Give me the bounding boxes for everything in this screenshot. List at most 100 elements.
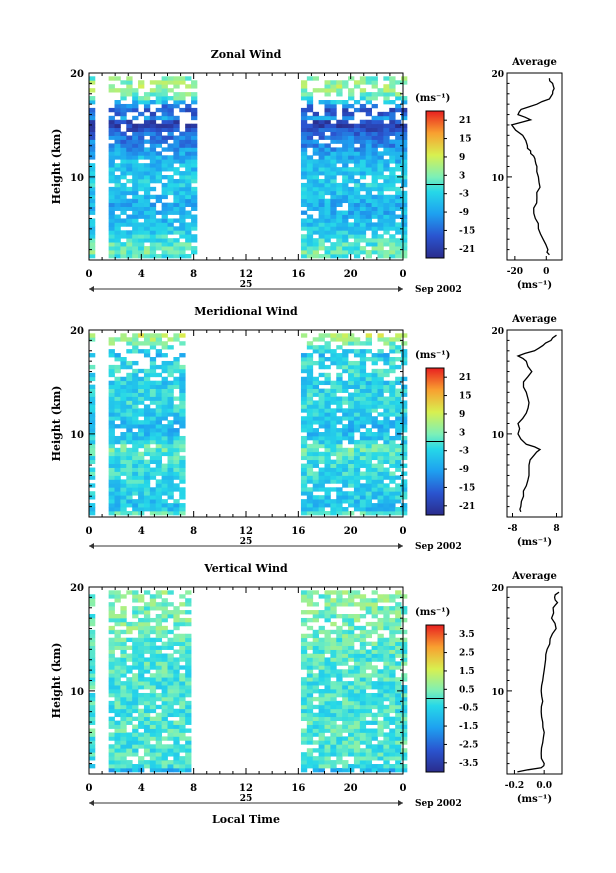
heatmap-cell	[143, 119, 151, 125]
heatmap-cell	[89, 744, 96, 749]
heatmap-cell	[161, 471, 168, 476]
heatmap-cell	[132, 510, 139, 516]
heatmap-cell	[312, 653, 320, 658]
heatmap-cell	[383, 677, 390, 682]
heatmap-cell	[324, 712, 331, 718]
heatmap-cell	[185, 178, 192, 184]
heatmap-cell	[108, 84, 115, 89]
heatmap-cell	[89, 115, 96, 121]
heatmap-cell	[126, 412, 133, 417]
heatmap-cell	[143, 732, 151, 737]
heatmap-cell	[342, 186, 349, 192]
heatmap-cell	[359, 357, 367, 362]
heatmap-cell	[173, 443, 180, 449]
heatmap-cell	[155, 692, 163, 698]
heatmap-cell	[371, 700, 378, 706]
heatmap-cell	[377, 594, 384, 599]
heatmap-cell	[312, 420, 320, 425]
heatmap-cell	[120, 171, 127, 176]
heatmap-cell	[365, 135, 372, 140]
heatmap-cell	[324, 447, 331, 453]
heatmap-cell	[155, 337, 163, 342]
heatmap-cell	[365, 222, 372, 227]
heatmap-cell	[330, 155, 337, 160]
heatmap-cell	[306, 182, 314, 188]
heatmap-cell	[389, 84, 396, 89]
heatmap-cell	[114, 163, 121, 168]
heatmap-cell	[143, 384, 151, 389]
heatmap-cell	[324, 685, 331, 690]
heatmap-cell	[330, 451, 337, 457]
heatmap-cell	[179, 246, 186, 251]
heatmap-cell	[401, 349, 408, 354]
heatmap-cell	[149, 88, 157, 93]
heatmap-cell	[138, 708, 145, 714]
heatmap-cell	[138, 736, 145, 741]
heatmap-cell	[401, 206, 408, 211]
heatmap-cell	[401, 507, 408, 512]
heatmap-cell	[126, 364, 133, 370]
heatmap-cell	[395, 424, 402, 429]
date-arrow-left	[89, 286, 94, 292]
heatmap-cell	[353, 467, 361, 472]
heatmap-cell	[173, 119, 180, 125]
heatmap-cell	[300, 151, 308, 156]
heatmap-cell	[312, 230, 320, 235]
heatmap-cell	[371, 242, 378, 247]
x-tick-label: 16	[291, 783, 305, 794]
heatmap-cell	[161, 681, 168, 686]
heatmap-cell	[108, 400, 115, 405]
heatmap-cell	[353, 724, 361, 729]
heatmap-cell	[330, 732, 337, 737]
heatmap-cell	[389, 510, 396, 516]
heatmap-cell	[342, 147, 349, 152]
heatmap-cell	[336, 345, 343, 350]
heatmap-cell	[342, 495, 349, 500]
heatmap-cell	[371, 756, 378, 761]
heatmap-cell	[108, 590, 115, 595]
heatmap-cell	[324, 218, 331, 223]
heatmap-cell	[143, 175, 151, 180]
heatmap-cell	[161, 447, 168, 453]
heatmap-cell	[401, 641, 408, 646]
heatmap-cell	[89, 637, 96, 643]
heatmap-cell	[330, 408, 337, 413]
heatmap-cell	[114, 230, 121, 235]
heatmap-cell	[120, 80, 127, 85]
heatmap-cell	[342, 483, 349, 488]
heatmap-cell	[389, 499, 396, 504]
heatmap-cell	[306, 190, 314, 196]
heatmap-cell	[371, 424, 378, 429]
date-label: 25	[240, 537, 253, 547]
heatmap-cell	[185, 744, 192, 749]
heatmap-cell	[377, 119, 384, 125]
heatmap-cell	[138, 388, 145, 393]
heatmap-cell	[371, 76, 378, 81]
heatmap-cell	[191, 171, 198, 176]
heatmap-cell	[348, 728, 355, 733]
heatmap-cell	[120, 337, 127, 342]
heatmap-cell	[114, 594, 121, 599]
heatmap-cell	[155, 606, 163, 611]
heatmap-cell	[143, 420, 151, 425]
heatmap-cell	[179, 198, 186, 204]
heatmap-cell	[108, 372, 115, 378]
heatmap-cell	[342, 760, 349, 765]
heatmap-cell	[318, 736, 325, 741]
x-tick-label: 0	[400, 526, 407, 537]
heatmap-cell	[312, 388, 320, 393]
heatmap-cell	[371, 404, 378, 409]
heatmap-cell	[359, 376, 367, 382]
heatmap-cell	[108, 594, 115, 599]
heatmap-cell	[342, 412, 349, 417]
heatmap-cell	[383, 661, 390, 666]
heatmap-cell	[359, 740, 367, 745]
heatmap-cell	[359, 416, 367, 421]
heatmap-cell	[143, 712, 151, 718]
heatmap-cell	[377, 455, 384, 461]
heatmap-cell	[306, 372, 314, 378]
heatmap-cell	[143, 685, 151, 690]
heatmap-cell	[132, 190, 139, 196]
heatmap-cell	[138, 242, 145, 247]
heatmap-cell	[149, 708, 157, 714]
